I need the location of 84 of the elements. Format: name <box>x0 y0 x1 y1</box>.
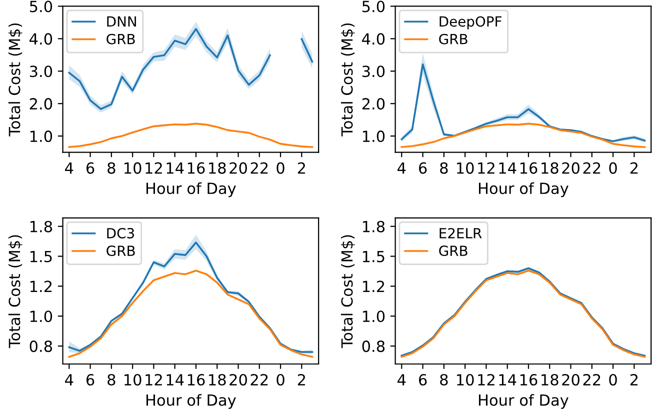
x-tick-label: 12 <box>478 374 494 386</box>
x-tick-label: 12 <box>146 162 162 174</box>
legend-label: GRB <box>106 34 135 44</box>
y-axis-title: Total Cost (M$) <box>340 235 355 348</box>
y-tick-label: 3.0 <box>30 66 52 78</box>
x-tick-label: 0 <box>609 162 617 174</box>
x-tick-label: 18 <box>542 162 558 174</box>
x-tick-label: 0 <box>276 374 284 386</box>
legend-label: DC3 <box>107 228 134 238</box>
y-tick-label: 1.8 <box>30 220 52 232</box>
x-tick-label: 12 <box>146 374 162 386</box>
y-tick-label: 1.2 <box>30 280 52 292</box>
x-tick-label: 22 <box>250 162 268 174</box>
x-axis-title: Hour of Day <box>478 394 568 409</box>
y-axis-title: Total Cost (M$) <box>8 23 22 136</box>
y-tick-label: 5.0 <box>30 0 52 12</box>
legend-label: GRB <box>439 34 468 44</box>
x-tick-label: 14 <box>166 162 184 174</box>
y-tick-label: 1.5 <box>30 250 52 262</box>
x-tick-label: 2 <box>630 162 638 174</box>
x-tick-label: 8 <box>108 374 116 386</box>
legend-label: E2ELR <box>440 228 482 238</box>
y-tick-label: 1.0 <box>30 310 52 322</box>
x-tick-label: 4 <box>398 162 406 174</box>
x-tick-label: 12 <box>478 162 494 174</box>
x-tick-label: 18 <box>209 162 226 174</box>
x-axis-title: Hour of Day <box>146 182 236 198</box>
legend-label: GRB <box>106 246 135 256</box>
y-tick-label: 5.0 <box>362 0 385 12</box>
legend-label: GRB <box>439 246 468 256</box>
x-tick-label: 14 <box>166 374 184 386</box>
y-axis-title: Total Cost (M$) <box>8 235 22 348</box>
y-tick-label: 1.5 <box>362 250 384 262</box>
x-tick-label: 16 <box>188 162 205 174</box>
x-tick-label: 22 <box>583 374 600 386</box>
x-tick-label: 6 <box>418 374 427 386</box>
x-tick-label: 4 <box>65 162 74 174</box>
x-tick-label: 16 <box>520 374 538 386</box>
y-tick-label: 1.2 <box>362 280 384 292</box>
y-tick-label: 0.8 <box>362 340 385 352</box>
x-tick-label: 20 <box>562 162 580 174</box>
y-tick-label: 3.0 <box>362 66 385 78</box>
x-tick-label: 2 <box>630 374 638 386</box>
x-tick-label: 4 <box>65 374 74 386</box>
x-tick-label: 6 <box>86 162 94 174</box>
x-tick-label: 18 <box>209 374 226 386</box>
x-axis-title: Hour of Day <box>146 394 236 409</box>
x-tick-label: 20 <box>562 374 580 386</box>
x-tick-label: 4 <box>398 374 406 386</box>
x-tick-label: 8 <box>108 162 116 174</box>
x-tick-label: 10 <box>457 374 474 386</box>
x-tick-label: 6 <box>86 374 94 386</box>
legend-label: DeepOPF <box>440 16 502 30</box>
y-tick-label: 4.0 <box>362 33 385 45</box>
y-axis-title: Total Cost (M$) <box>340 23 355 136</box>
y-tick-label: 1.0 <box>30 130 52 142</box>
x-tick-label: 20 <box>230 374 247 386</box>
x-tick-label: 10 <box>457 162 474 174</box>
legend-label: DNN <box>107 16 136 27</box>
x-tick-label: 22 <box>250 374 268 386</box>
x-tick-label: 16 <box>520 162 538 174</box>
y-tick-label: 1.0 <box>362 310 385 322</box>
x-tick-label: 2 <box>298 162 305 174</box>
x-tick-label: 14 <box>499 162 516 174</box>
x-tick-label: 2 <box>298 374 305 386</box>
x-tick-label: 10 <box>124 374 142 386</box>
x-tick-label: 16 <box>188 374 205 386</box>
x-tick-label: 8 <box>440 374 448 386</box>
x-tick-label: 0 <box>609 374 617 386</box>
x-tick-label: 20 <box>230 162 247 174</box>
y-tick-label: 1.0 <box>362 130 385 142</box>
y-tick-label: 4.0 <box>30 33 52 45</box>
y-tick-label: 0.8 <box>30 340 52 352</box>
x-tick-label: 18 <box>542 374 558 386</box>
x-tick-label: 6 <box>418 162 427 174</box>
y-tick-label: 2.0 <box>362 98 385 110</box>
x-tick-label: 10 <box>124 162 142 174</box>
x-tick-label: 8 <box>440 162 448 174</box>
x-tick-label: 14 <box>499 374 516 386</box>
x-axis-title: Hour of Day <box>478 182 568 198</box>
y-tick-label: 1.8 <box>362 220 385 232</box>
y-tick-label: 2.0 <box>30 98 52 110</box>
x-tick-label: 22 <box>583 162 600 174</box>
x-tick-label: 0 <box>276 162 284 174</box>
